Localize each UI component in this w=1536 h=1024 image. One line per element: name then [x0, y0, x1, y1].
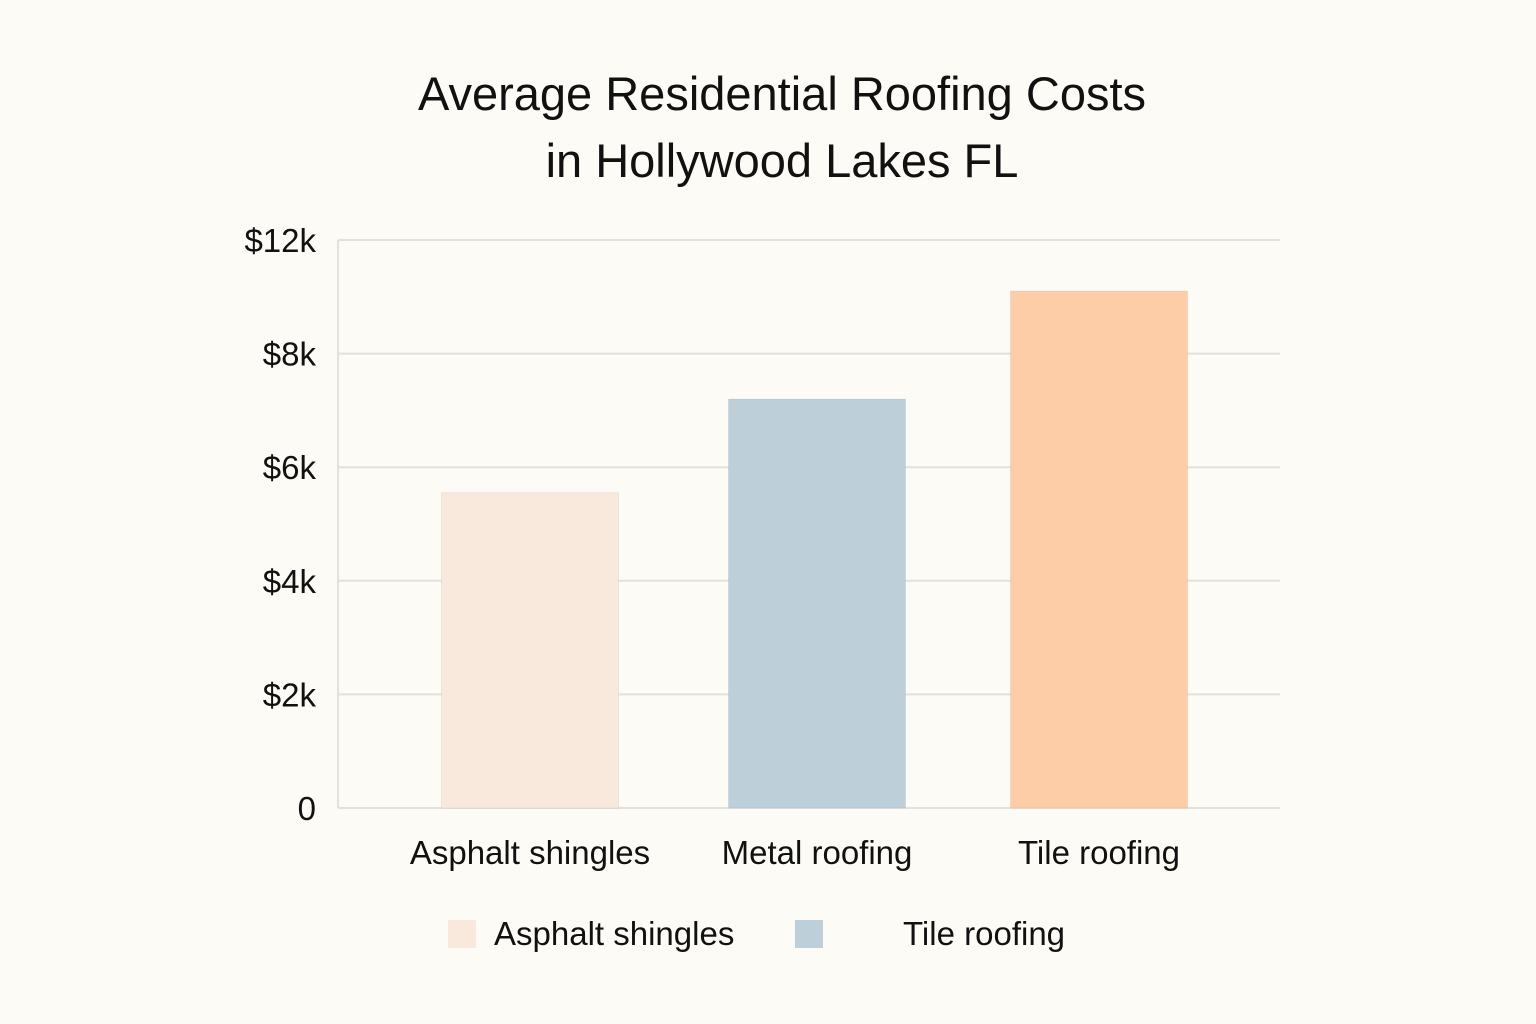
y-tick-label: $6k [263, 449, 317, 486]
legend-swatch-asphalt [448, 920, 476, 948]
x-tick-label: Tile roofing [1018, 834, 1180, 871]
y-tick-label: $2k [263, 676, 317, 713]
y-tick-label: $4k [263, 563, 317, 600]
x-tick-label: Metal roofing [722, 834, 913, 871]
legend-item-tile: Tile roofing [903, 914, 1065, 954]
legend-label-asphalt: Asphalt shingles [494, 915, 735, 952]
y-tick-label: 0 [298, 790, 316, 827]
chart-title-line-2: in Hollywood Lakes FL [545, 134, 1019, 187]
bar [1010, 290, 1188, 809]
legend-label-tile: Tile roofing [903, 915, 1066, 952]
bar [728, 398, 906, 809]
bar [441, 492, 619, 809]
chart-title-line-1: Average Residential Roofing Costs [417, 67, 1147, 120]
x-tick-label: Asphalt shingles [410, 834, 650, 871]
chart-title: Average Residential Roofing Costs in Hol… [0, 60, 1536, 194]
legend-swatch-metal [795, 920, 823, 948]
legend-item-metal [795, 914, 841, 954]
y-tick-label: $8k [263, 336, 317, 373]
y-tick-label: $12k [244, 222, 316, 259]
legend-item-asphalt: Asphalt shingles [448, 914, 734, 954]
